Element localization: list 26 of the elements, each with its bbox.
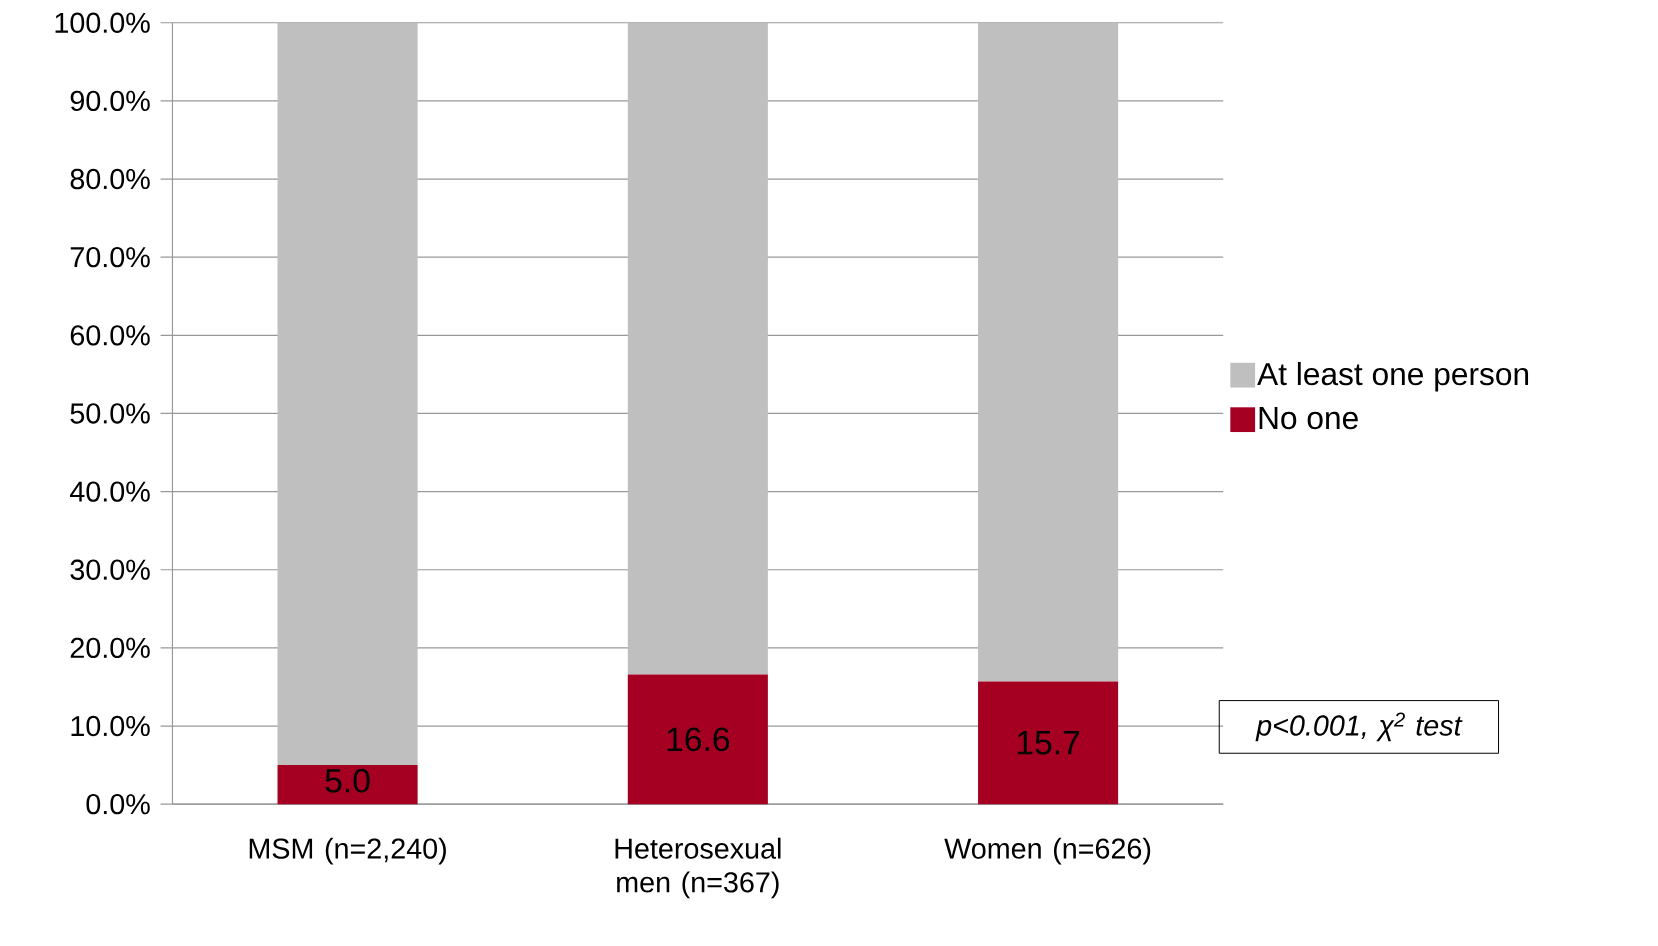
y-tick-label: 90.0% bbox=[70, 90, 150, 112]
y-tick-label: 20.0% bbox=[70, 637, 150, 659]
text: p<0.001, χ$^{2}$ test bbox=[1255, 712, 1463, 742]
legend-label: No one bbox=[1259, 407, 1358, 430]
y-tick-label: 70.0% bbox=[70, 247, 150, 268]
y-tick-label: 60.0% bbox=[70, 325, 150, 346]
y-tick-label: 10.0% bbox=[71, 715, 150, 737]
y-tick-label: 50.0% bbox=[70, 403, 150, 424]
bar bbox=[627, 22, 768, 675]
bar bbox=[277, 22, 418, 766]
bar bbox=[978, 681, 1119, 805]
data-label: 5.0 bbox=[325, 768, 370, 793]
bar bbox=[978, 22, 1119, 682]
legend-label: At least one person bbox=[1257, 362, 1529, 392]
y-tick-label: 40.0% bbox=[70, 481, 150, 502]
bar bbox=[277, 765, 418, 805]
y-tick-label: 100.0% bbox=[55, 12, 150, 34]
x-tick-label: Women (n=626) bbox=[944, 837, 1151, 865]
bar bbox=[627, 674, 768, 805]
data-label: 15.7 bbox=[1017, 731, 1080, 755]
x-tick-label: Heterosexual men (n=367) bbox=[615, 837, 781, 899]
y-tick-label: 0.0% bbox=[86, 794, 150, 815]
y-tick-label: 80.0% bbox=[70, 168, 150, 190]
data-label: 16.6 bbox=[667, 727, 730, 752]
y-tick-label: 30.0% bbox=[70, 559, 150, 581]
x-tick-label: MSM (n=2,240) bbox=[249, 837, 446, 865]
